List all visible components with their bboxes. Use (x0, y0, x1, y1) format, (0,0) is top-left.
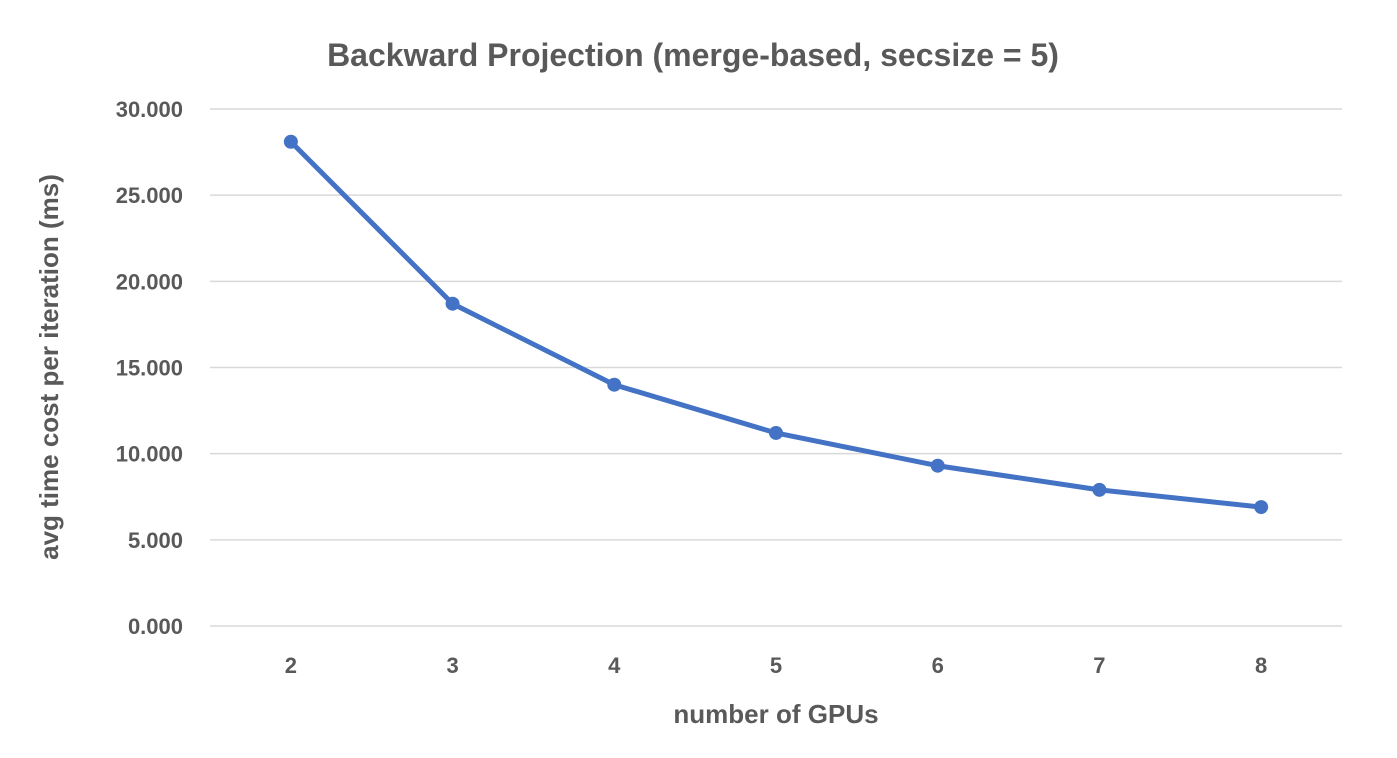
data-point (283, 134, 298, 149)
y-tick-label: 20.000 (116, 269, 183, 294)
series-line (288, 139, 1264, 510)
x-tick-label: 7 (1093, 653, 1105, 678)
chart-title: Backward Projection (merge-based, secsiz… (327, 37, 1059, 73)
x-tick-label: 4 (608, 653, 621, 678)
data-point (930, 458, 945, 473)
x-tick-label: 3 (446, 653, 458, 678)
data-point (445, 296, 460, 311)
data-point (1254, 500, 1269, 515)
y-tick-label: 15.000 (116, 356, 183, 381)
y-tick-label: 10.000 (116, 442, 183, 467)
x-tick-label: 5 (770, 653, 782, 678)
y-tick-label: 25.000 (116, 183, 183, 208)
data-point (607, 377, 622, 392)
x-tick-label: 6 (932, 653, 944, 678)
x-axis-title: number of GPUs (673, 699, 878, 729)
y-axis-ticks: 0.000 5.000 10.000 15.000 20.000 25.000 30.000 (116, 97, 183, 639)
gridlines (210, 108, 1342, 627)
y-axis-title: avg time cost per iteration (ms) (34, 174, 64, 560)
x-axis-ticks: 2 3 4 5 6 7 8 (285, 653, 1268, 678)
data-point (1092, 482, 1107, 497)
y-tick-label: 30.000 (116, 97, 183, 122)
y-tick-label: 5.000 (128, 528, 183, 553)
x-tick-label: 8 (1255, 653, 1267, 678)
x-tick-label: 2 (285, 653, 297, 678)
y-tick-label: 0.000 (128, 614, 183, 639)
data-point (769, 425, 783, 440)
series-layer (283, 134, 1269, 515)
